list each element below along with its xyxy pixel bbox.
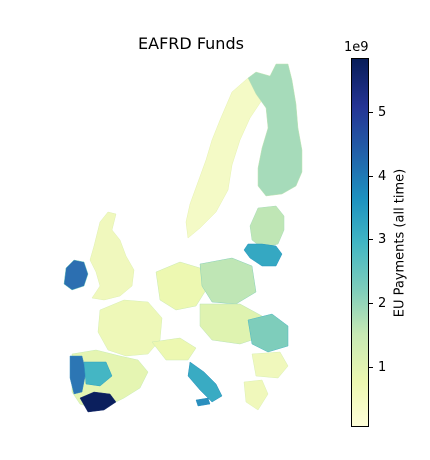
map-title: EAFRD Funds	[138, 34, 244, 53]
region-bulgaria	[251, 351, 289, 379]
region-france	[97, 299, 163, 357]
colorbar-tick-label: 5	[378, 105, 387, 121]
region-sicily	[195, 397, 211, 407]
colorbar-tick-label: 2	[378, 295, 387, 311]
region-central-spain	[83, 361, 113, 387]
colorbar-label: EU Payments (all time)	[392, 168, 408, 318]
colorbar-exponent: 1e9	[344, 40, 369, 55]
colorbar-tick-label: 4	[378, 168, 387, 184]
colorbar-tick	[369, 366, 373, 368]
colorbar-tick	[369, 175, 373, 177]
region-ireland	[63, 259, 89, 291]
region-andalusia	[79, 391, 117, 413]
region-germany	[155, 261, 207, 311]
choropleth-map	[63, 63, 303, 413]
region-great-britain	[89, 211, 135, 301]
colorbar-tick	[369, 302, 373, 304]
region-romania	[247, 313, 289, 353]
colorbar-tick-label: 1	[378, 359, 387, 375]
colorbar	[351, 58, 369, 427]
colorbar-tick-label: 3	[378, 232, 387, 248]
region-poland-west	[199, 257, 257, 305]
region-north-italy	[151, 337, 197, 361]
region-finland	[247, 63, 303, 197]
colorbar-tick	[369, 112, 373, 114]
colorbar-tick	[369, 239, 373, 241]
region-poland-east	[243, 243, 283, 267]
region-south-italy	[187, 361, 223, 403]
region-greece	[243, 379, 269, 411]
region-baltics	[249, 205, 285, 249]
region-portugal	[69, 355, 87, 395]
